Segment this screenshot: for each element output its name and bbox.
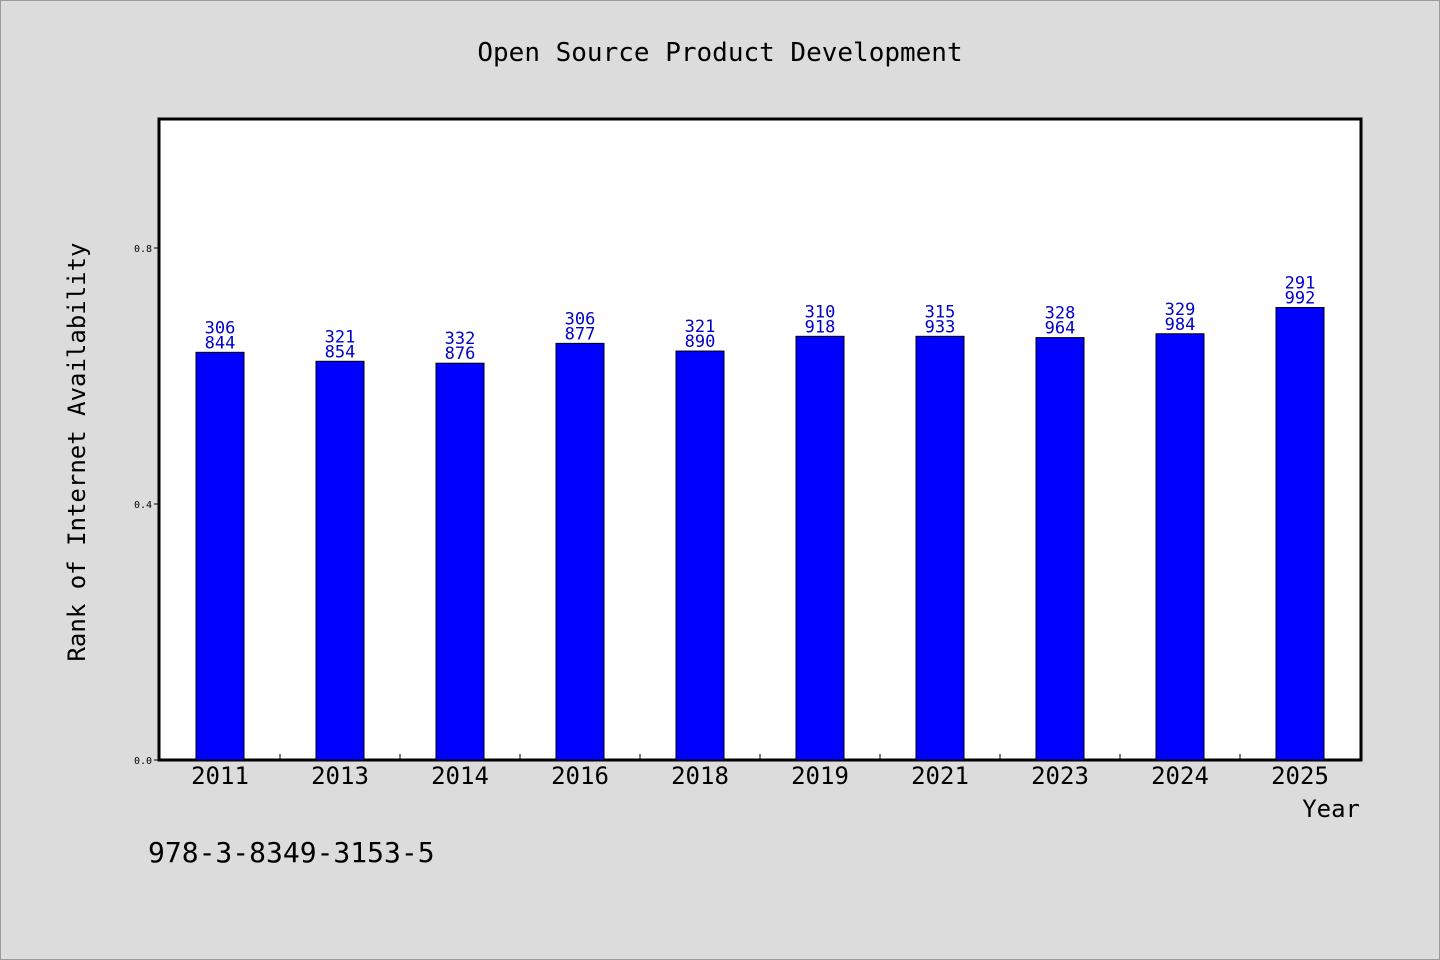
- y-tick-label: 0.8: [134, 244, 152, 255]
- x-tick-label: 2019: [791, 762, 849, 790]
- x-tick-label: 2014: [431, 762, 489, 790]
- bar-label-top: 291: [1285, 274, 1316, 294]
- bar-label-bottom: 890: [685, 332, 716, 352]
- bar-label-top: 321: [325, 327, 356, 347]
- x-tick-label: 2025: [1271, 762, 1329, 790]
- x-tick-label: 2016: [551, 762, 609, 790]
- bar-label-bottom: 984: [1165, 315, 1196, 335]
- bar-label-bottom: 854: [325, 342, 356, 362]
- bar-label-top: 306: [565, 309, 596, 329]
- x-axis-label: Year: [1302, 795, 1360, 823]
- bar: [795, 335, 845, 761]
- bar-label-top: 328: [1045, 304, 1076, 324]
- bar: [915, 335, 965, 761]
- bar-label-top: 315: [925, 302, 956, 322]
- bar-label-top: 332: [445, 329, 476, 349]
- footnote-isbn: 978-3-8349-3153-5: [148, 836, 435, 869]
- bar-label-top: 329: [1165, 300, 1196, 320]
- bar-label-top: 321: [685, 317, 716, 337]
- bar-label-top: 306: [205, 318, 236, 338]
- x-tick-label: 2013: [311, 762, 369, 790]
- bar: [1155, 333, 1205, 761]
- bar-label-top: 310: [805, 302, 836, 322]
- bar-label-bottom: 844: [205, 333, 236, 353]
- bar: [435, 362, 485, 761]
- y-tick-label: 0.0: [134, 756, 152, 767]
- x-tick-label: 2011: [191, 762, 249, 790]
- chart-title: Open Source Product Development: [477, 38, 962, 68]
- y-tick-label: 0.4: [134, 500, 152, 511]
- y-axis: 0.0 0.4 0.8: [134, 244, 160, 767]
- y-axis-label: Rank of Internet Availability: [63, 242, 91, 661]
- bar-label-bottom: 876: [445, 344, 476, 364]
- x-axis: 2011 2013 2014 2016 2018 2019 2021 2023 2024 2025: [191, 754, 1329, 790]
- bar-label-bottom: 992: [1285, 289, 1316, 309]
- bar: [315, 360, 365, 761]
- bar: [195, 351, 245, 761]
- x-tick-label: 2021: [911, 762, 969, 790]
- bar-label-bottom: 877: [565, 324, 596, 344]
- bar: [675, 350, 725, 761]
- bar-label-bottom: 964: [1045, 319, 1076, 339]
- bars: [195, 307, 1325, 761]
- bar-label-bottom: 933: [925, 317, 956, 337]
- bar: [555, 342, 605, 761]
- bar: [1275, 307, 1325, 761]
- bar-label-bottom: 918: [805, 317, 836, 337]
- x-tick-label: 2023: [1031, 762, 1089, 790]
- x-tick-label: 2018: [671, 762, 729, 790]
- x-tick-label: 2024: [1151, 762, 1209, 790]
- bar: [1035, 337, 1085, 761]
